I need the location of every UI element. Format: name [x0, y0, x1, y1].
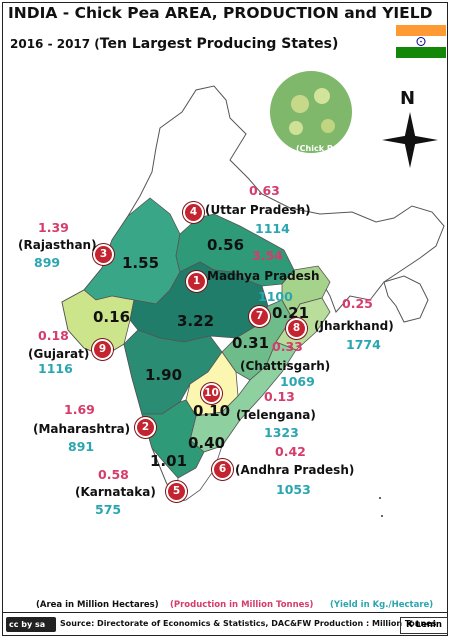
legend-yield: (Yield in Kg./Hectare)	[330, 600, 434, 610]
production-rajasthan: 1.39	[38, 220, 69, 235]
production-telengana: 0.13	[264, 389, 295, 404]
rank-badge-maharashtra: 2	[135, 417, 156, 438]
legend-area: (Area in Million Hectares)	[36, 600, 159, 610]
page-subtitle: 2016 - 2017 (Ten Largest Producing State…	[10, 36, 338, 52]
yield-madhya-pradesh: 1100	[258, 289, 293, 304]
production-gujarat: 0.18	[38, 328, 69, 343]
rank-badge-andhra-pradesh: 6	[212, 459, 233, 480]
area-madhya-pradesh: 3.22	[177, 312, 215, 330]
author-box: K Lenin	[400, 617, 448, 634]
yield-maharashtra: 891	[68, 439, 95, 454]
production-chattisgarh: 0.33	[272, 339, 303, 354]
flag-saffron-band	[396, 25, 446, 36]
rank-badge-madhya-pradesh: 1	[186, 271, 207, 292]
area-andhra-pradesh: 0.40	[188, 434, 226, 452]
chick-pea-pod	[314, 88, 330, 104]
source-footer: cc by sa Source: Directorate of Economic…	[2, 612, 448, 636]
area-rajasthan: 1.55	[122, 254, 160, 272]
chick-pea-pod	[289, 121, 303, 135]
source-text: Source: Directorate of Economics & Stati…	[60, 619, 437, 628]
production-karnataka: 0.58	[98, 467, 129, 482]
label-jharkhand: (Jharkhand)	[314, 319, 394, 333]
label-telengana: (Telengana)	[236, 408, 316, 422]
rank-badge-telengana: 10	[201, 383, 222, 404]
chick-pea-pod	[291, 95, 309, 113]
area-gujarat: 0.16	[93, 308, 131, 326]
rank-badge-rajasthan: 3	[93, 244, 114, 265]
label-chattisgarh: (Chattisgarh)	[240, 359, 331, 373]
label-maharashtra: (Maharashtra)	[33, 422, 131, 436]
yield-andhra-pradesh: 1053	[276, 482, 311, 497]
yield-jharkhand: 1774	[346, 337, 381, 352]
yield-karnataka: 575	[95, 502, 122, 517]
label-andhra-pradesh: (Andhra Pradesh)	[235, 463, 355, 477]
area-jharkhand: 0.21	[272, 304, 310, 322]
production-maharashtra: 1.69	[64, 402, 95, 417]
legend-production: (Production in Million Tonnes)	[170, 600, 314, 610]
production-madhya-pradesh: 3.54	[252, 248, 283, 263]
area-chattisgarh: 0.31	[232, 334, 270, 352]
rank-badge-gujarat: 9	[92, 339, 113, 360]
label-karnataka: (Karnataka)	[75, 485, 156, 499]
yield-uttar-pradesh: 1114	[255, 221, 290, 236]
india-flag	[396, 25, 446, 58]
area-telengana: 0.10	[193, 402, 231, 420]
photo-caption: (Chick Pea)	[296, 144, 348, 153]
island-dot	[379, 497, 381, 499]
flag-green-band	[396, 47, 446, 58]
flag-white-band	[396, 36, 446, 47]
rank-badge-chattisgarh: 7	[249, 306, 270, 327]
production-andhra-pradesh: 0.42	[275, 444, 306, 459]
page-title: INDIA - Chick Pea AREA, PRODUCTION and Y…	[8, 4, 433, 22]
island-dot	[381, 515, 383, 517]
label-gujarat: (Gujarat)	[28, 347, 90, 361]
production-jharkhand: 0.25	[342, 296, 373, 311]
label-uttar-pradesh: (Uttar Pradesh)	[205, 203, 311, 217]
yield-rajasthan: 899	[34, 255, 61, 270]
area-maharashtra: 1.90	[145, 366, 183, 384]
region-karnataka	[141, 399, 205, 479]
north-label: N	[400, 88, 416, 109]
rank-badge-jharkhand: 8	[286, 318, 307, 339]
area-uttar-pradesh: 0.56	[207, 236, 245, 254]
northeast-region	[383, 275, 429, 323]
rank-badge-karnataka: 5	[166, 481, 187, 502]
poster-frame	[2, 2, 448, 636]
compass-icon	[382, 112, 438, 168]
year-range: 2016 - 2017 (	[10, 37, 100, 51]
chick-pea-photo	[268, 69, 354, 155]
label-madhya-pradesh: Madhya Pradesh	[207, 269, 320, 283]
creative-commons-icon: cc by sa	[6, 617, 56, 632]
yield-telengana: 1323	[264, 425, 299, 440]
production-uttar-pradesh: 0.63	[249, 183, 280, 198]
area-karnataka: 1.01	[150, 452, 188, 470]
subtitle-text: Ten Largest Producing States)	[99, 36, 339, 52]
rank-badge-uttar-pradesh: 4	[183, 202, 204, 223]
yield-chattisgarh: 1069	[280, 374, 315, 389]
label-rajasthan: (Rajasthan)	[18, 238, 97, 252]
yield-gujarat: 1116	[38, 361, 73, 376]
chick-pea-pod	[321, 119, 335, 133]
ashoka-chakra-icon	[416, 37, 426, 46]
